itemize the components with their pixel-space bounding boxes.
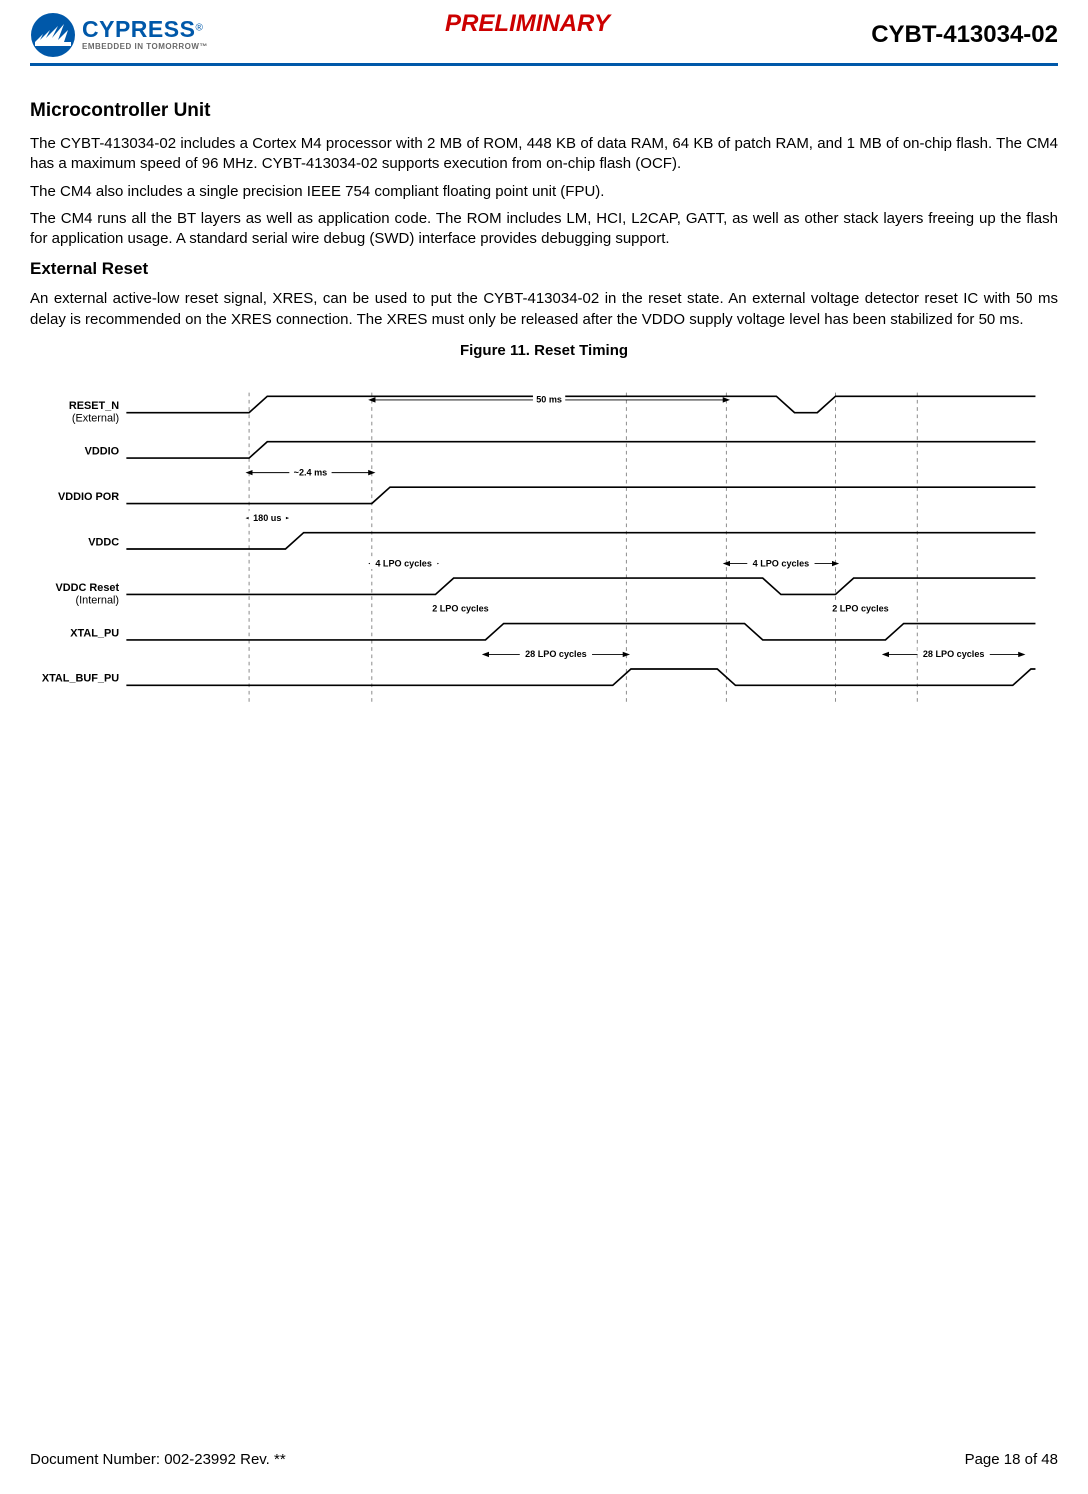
svg-text:4 LPO cycles: 4 LPO cycles xyxy=(753,558,810,568)
logo-registered: ® xyxy=(195,23,202,34)
mcu-paragraph-2: The CM4 also includes a single precision… xyxy=(30,182,1058,202)
svg-text:XTAL_PU: XTAL_PU xyxy=(70,627,119,639)
footer-document-number: Document Number: 002-23992 Rev. ** xyxy=(30,1451,286,1468)
svg-text:RESET_N: RESET_N xyxy=(69,400,119,412)
svg-text:~2.4 ms: ~2.4 ms xyxy=(294,467,328,477)
external-reset-paragraph: An external active-low reset signal, XRE… xyxy=(30,289,1058,330)
svg-text:28 LPO cycles: 28 LPO cycles xyxy=(923,649,985,659)
page-header: CYPRESS® EMBEDDED IN TOMORROW™ PRELIMINA… xyxy=(30,10,1058,66)
section-heading-mcu: Microcontroller Unit xyxy=(30,100,1058,122)
document-page: CYPRESS® EMBEDDED IN TOMORROW™ PRELIMINA… xyxy=(0,0,1088,1494)
svg-text:XTAL_BUF_PU: XTAL_BUF_PU xyxy=(42,672,119,684)
svg-text:VDDIO POR: VDDIO POR xyxy=(58,491,119,503)
mcu-paragraph-3: The CM4 runs all the BT layers as well a… xyxy=(30,209,1058,250)
figure-title: Figure 11. Reset Timing xyxy=(30,342,1058,359)
timing-diagram: RESET_N(External) VDDIO VDDIO POR VDDC VDDC … xyxy=(40,369,1040,729)
svg-text:28 LPO cycles: 28 LPO cycles xyxy=(525,649,587,659)
logo-tagline: EMBEDDED IN TOMORROW™ xyxy=(82,43,208,51)
footer-page-number: Page 18 of 48 xyxy=(965,1451,1058,1468)
cypress-logo-icon xyxy=(30,12,76,58)
timing-diagram-container: RESET_N(External) VDDIO VDDIO POR VDDC VDDC … xyxy=(30,369,1058,734)
svg-text:VDDIO: VDDIO xyxy=(85,445,120,457)
svg-text:180 us: 180 us xyxy=(253,513,281,523)
svg-text:2 LPO cycles: 2 LPO cycles xyxy=(832,603,889,613)
header-partno: CYBT-413034-02 xyxy=(871,21,1058,49)
svg-text:4 LPO cycles: 4 LPO cycles xyxy=(375,558,432,568)
svg-text:(Internal): (Internal) xyxy=(75,594,119,606)
logo-brand-text: CYPRESS xyxy=(82,16,195,42)
header-preliminary: PRELIMINARY xyxy=(445,10,610,38)
svg-text:50 ms: 50 ms xyxy=(536,394,562,404)
logo-text-group: CYPRESS® EMBEDDED IN TOMORROW™ xyxy=(82,18,208,51)
mcu-paragraph-1: The CYBT-413034-02 includes a Cortex M4 … xyxy=(30,134,1058,175)
svg-text:VDDC: VDDC xyxy=(88,536,119,548)
svg-text:VDDC Reset: VDDC Reset xyxy=(56,582,120,594)
logo-brand: CYPRESS® xyxy=(82,18,208,41)
logo-block: CYPRESS® EMBEDDED IN TOMORROW™ xyxy=(30,12,208,58)
section-heading-external-reset: External Reset xyxy=(30,259,1058,279)
svg-text:2 LPO cycles: 2 LPO cycles xyxy=(432,603,489,613)
svg-text:(External): (External) xyxy=(72,412,119,424)
page-footer: Document Number: 002-23992 Rev. ** Page … xyxy=(30,1451,1058,1468)
